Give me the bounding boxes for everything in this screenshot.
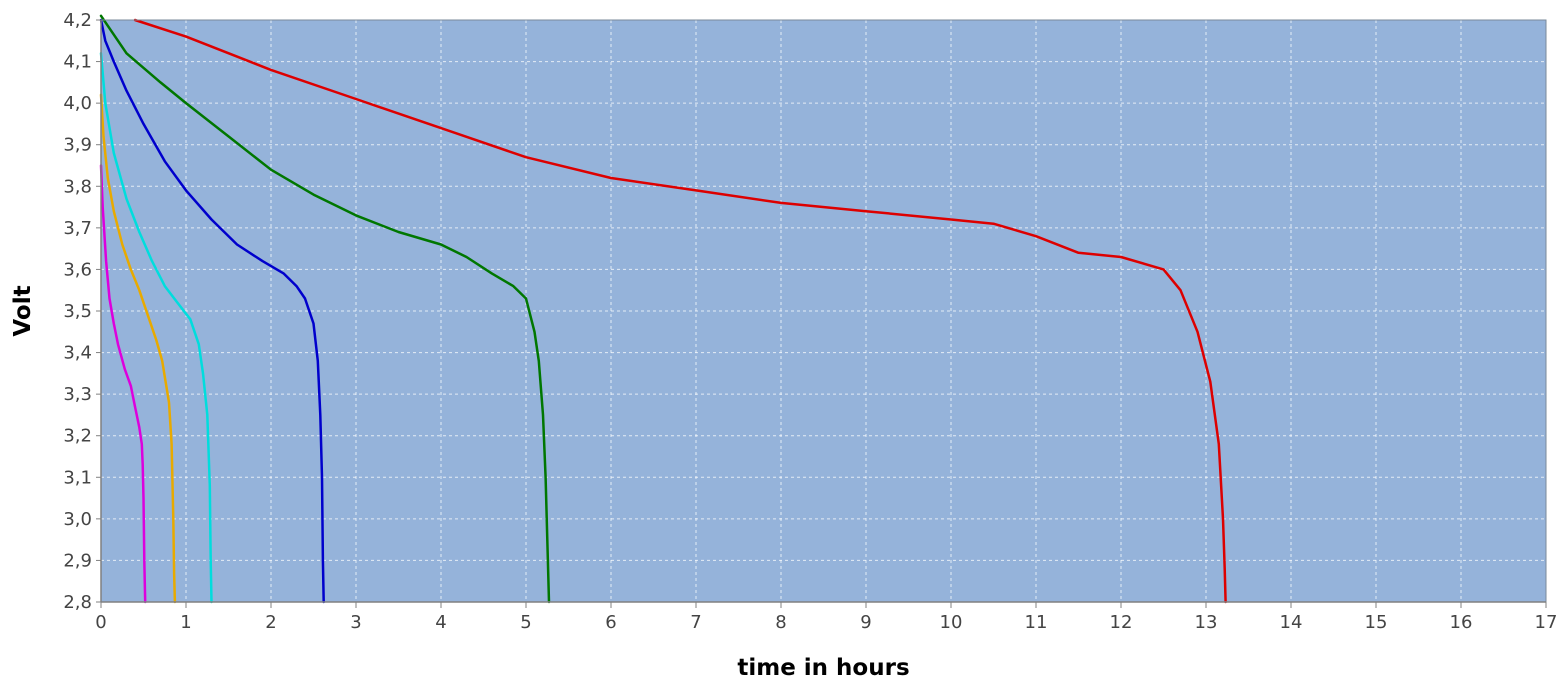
y-tick-label: 3,0 bbox=[63, 509, 92, 530]
x-tick-label: 17 bbox=[1535, 612, 1558, 633]
y-tick-label: 3,5 bbox=[63, 301, 92, 322]
x-tick-label: 5 bbox=[520, 612, 531, 633]
x-tick-label: 11 bbox=[1025, 612, 1048, 633]
grid-lines bbox=[101, 20, 1546, 602]
x-axis-title: time in hours bbox=[737, 655, 909, 681]
y-tick-label: 4,2 bbox=[63, 10, 92, 31]
x-tick-label: 7 bbox=[690, 612, 701, 633]
series-line-4 bbox=[99, 18, 325, 604]
y-tick-label: 4,1 bbox=[63, 52, 92, 73]
x-tick-label: 12 bbox=[1110, 612, 1133, 633]
tick-labels: 0 1 2 3 4 5 6 7 8 9 10 11 12 13 14 15 16 172,82,93,03,13,… bbox=[63, 10, 1557, 633]
x-tick-label: 14 bbox=[1280, 612, 1303, 633]
y-tick-label: 3,8 bbox=[63, 176, 92, 197]
x-tick-label: 15 bbox=[1365, 612, 1388, 633]
y-tick-label: 3,1 bbox=[63, 467, 92, 488]
series-line-1 bbox=[99, 164, 147, 604]
y-tick-label: 3,4 bbox=[63, 343, 92, 364]
x-tick-label: 4 bbox=[435, 612, 446, 633]
y-tick-label: 3,3 bbox=[63, 384, 92, 405]
x-tick-label: 1 bbox=[180, 612, 191, 633]
y-tick-label: 2,8 bbox=[63, 592, 92, 613]
y-tick-label: 3,6 bbox=[63, 259, 92, 280]
x-tick-label: 0 bbox=[95, 612, 106, 633]
x-tick-label: 16 bbox=[1450, 612, 1473, 633]
series-line-3 bbox=[99, 52, 213, 604]
y-tick-label: 3,9 bbox=[63, 135, 92, 156]
series-line-2 bbox=[99, 93, 177, 604]
y-tick-label: 4,0 bbox=[63, 93, 92, 114]
x-tick-label: 6 bbox=[605, 612, 616, 633]
x-tick-label: 8 bbox=[775, 612, 786, 633]
y-tick-label: 2,9 bbox=[63, 550, 92, 571]
y-axis-title: Volt bbox=[10, 285, 36, 336]
y-tick-label: 3,7 bbox=[63, 218, 92, 239]
series-line-5 bbox=[99, 14, 551, 604]
series-lines bbox=[99, 14, 1227, 604]
x-tick-label: 3 bbox=[350, 612, 361, 633]
x-tick-label: 10 bbox=[940, 612, 963, 633]
series-line-6 bbox=[133, 18, 1227, 604]
x-tick-label: 9 bbox=[860, 612, 871, 633]
x-tick-label: 2 bbox=[265, 612, 276, 633]
y-tick-label: 3,2 bbox=[63, 426, 92, 447]
x-tick-label: 13 bbox=[1195, 612, 1218, 633]
